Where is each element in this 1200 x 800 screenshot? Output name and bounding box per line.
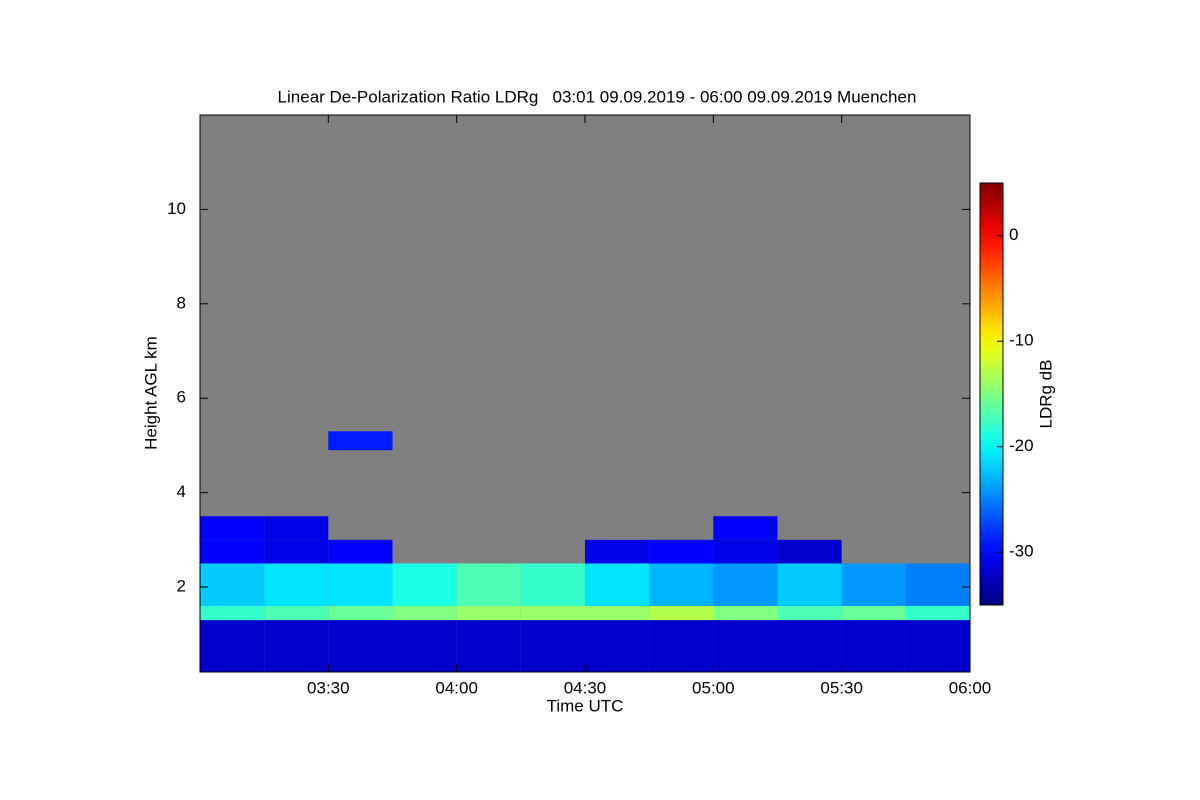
y-axis-label: Height AGL km [141, 336, 160, 450]
heatmap-cell [328, 563, 393, 606]
heatmap-cell [905, 605, 970, 621]
heatmap-cell [200, 605, 265, 621]
x-tick-label: 04:00 [435, 678, 478, 697]
heatmap-cell [649, 539, 714, 564]
heatmap-cell [713, 563, 778, 606]
heatmap-cell [392, 563, 457, 606]
heatmap-cell [649, 605, 714, 621]
y-tick-label: 8 [177, 293, 186, 312]
heatmap-cell [392, 620, 457, 672]
x-tick-label: 04:30 [564, 678, 607, 697]
colorbar-tick-label: -30 [1009, 542, 1034, 561]
heatmap-cell [713, 620, 778, 672]
x-tick-label: 06:00 [949, 678, 992, 697]
heatmap-cell [777, 605, 842, 621]
heatmap-cell [713, 605, 778, 621]
heatmap-cell [456, 620, 521, 672]
heatmap-cell [264, 516, 329, 540]
heatmap-cell [585, 605, 650, 621]
heatmap-cell [328, 605, 393, 621]
heatmap-cell [777, 539, 842, 564]
heatmap-cell [649, 620, 714, 672]
heatmap-cell [841, 620, 906, 672]
x-tick-label: 05:30 [820, 678, 863, 697]
heatmap-cell [264, 605, 329, 621]
heatmap-cell [841, 605, 906, 621]
heatmap-cell [264, 539, 329, 564]
heatmap-cell [456, 605, 521, 621]
heatmap-cell [200, 563, 265, 606]
heatmap-cell [649, 563, 714, 606]
heatmap-cell [777, 620, 842, 672]
heatmap-cell [520, 605, 585, 621]
heatmap-cell [905, 620, 970, 672]
heatmap-cell [328, 620, 393, 672]
y-tick-label: 4 [177, 482, 186, 501]
heatmap-cell [585, 539, 650, 564]
heatmap-cell [328, 431, 393, 451]
heatmap-cell [264, 563, 329, 606]
heatmap-cell [713, 539, 778, 564]
y-tick-label: 10 [167, 199, 186, 218]
x-tick-label: 03:30 [307, 678, 350, 697]
heatmap-cell [200, 516, 265, 540]
heatmap-cell [520, 620, 585, 672]
chart-title: Linear De-Polarization Ratio LDRg 03:01 … [278, 87, 917, 106]
colorbar [979, 182, 1004, 606]
heatmap-cell [713, 516, 778, 540]
heatmap-cell [200, 620, 265, 672]
y-tick-label: 6 [177, 388, 186, 407]
heatmap-cell [841, 563, 906, 606]
colorbar-tick-label: -10 [1009, 331, 1034, 350]
heatmap-cell [905, 563, 970, 606]
colorbar-tick-label: 0 [1009, 225, 1018, 244]
heatmap-cell [456, 563, 521, 606]
heatmap-cell [520, 563, 585, 606]
colorbar-label: LDRg dB [1036, 360, 1055, 429]
heatmap-cell [264, 620, 329, 672]
heatmap-cell [392, 605, 457, 621]
heatmap-cell [585, 563, 650, 606]
heatmap-cell [328, 539, 393, 564]
heatmap-cell [200, 539, 265, 564]
colorbar-tick-label: -20 [1009, 436, 1034, 455]
x-tick-label: 05:00 [692, 678, 735, 697]
x-axis-label: Time UTC [547, 696, 624, 715]
y-tick-label: 2 [177, 577, 186, 596]
heatmap-cell [777, 563, 842, 606]
heatmap-cell [585, 620, 650, 672]
